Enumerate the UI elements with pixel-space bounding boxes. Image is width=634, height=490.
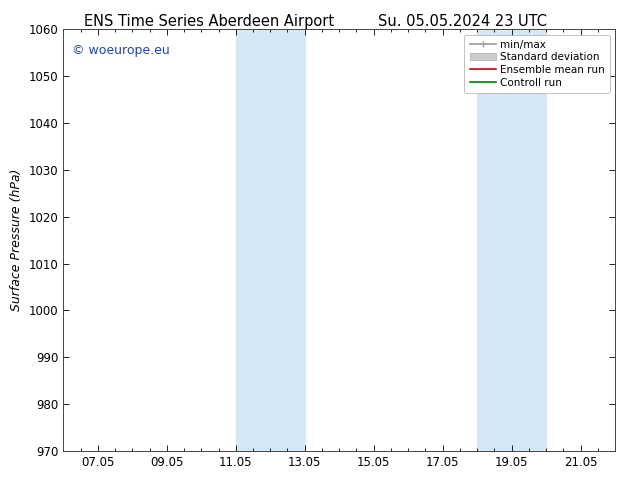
Y-axis label: Surface Pressure (hPa): Surface Pressure (hPa) [10, 169, 23, 311]
Text: ENS Time Series Aberdeen Airport: ENS Time Series Aberdeen Airport [84, 14, 334, 29]
Text: Su. 05.05.2024 23 UTC: Su. 05.05.2024 23 UTC [378, 14, 547, 29]
Legend: min/max, Standard deviation, Ensemble mean run, Controll run: min/max, Standard deviation, Ensemble me… [464, 35, 610, 93]
Bar [236, 29, 305, 451]
Bar [477, 29, 546, 451]
Text: © woeurope.eu: © woeurope.eu [72, 44, 169, 57]
